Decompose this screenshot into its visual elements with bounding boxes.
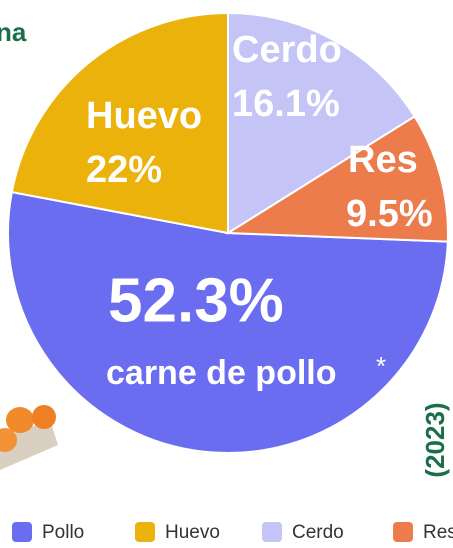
- legend-label: Huevo: [165, 522, 220, 543]
- asterisk: *: [376, 351, 386, 381]
- pollo-note: carne de pollo: [106, 354, 337, 392]
- slice-label: 9.5%: [346, 193, 433, 235]
- chart-title: na: [0, 17, 27, 47]
- legend-label: Res: [423, 522, 453, 543]
- slice-label: 22%: [86, 149, 162, 191]
- legend-label: Cerdo: [292, 522, 344, 543]
- legend-label: Pollo: [42, 522, 84, 543]
- category-label: Res: [348, 139, 418, 181]
- pollo-label: 52.3%: [108, 266, 284, 335]
- category-label: Huevo: [86, 95, 202, 137]
- chart: na 52.3% carne de pollo * (2023) Huevo 2…: [0, 0, 453, 548]
- eggs-illustration: [0, 405, 58, 470]
- category-label: Cerdo: [232, 29, 342, 71]
- year-label: (2023): [420, 402, 450, 477]
- legend-swatch: [12, 522, 32, 542]
- legend-swatch: [262, 522, 282, 542]
- legend-swatch: [393, 522, 413, 542]
- slice-label: 16.1%: [232, 83, 340, 125]
- legend-swatch: [135, 522, 155, 542]
